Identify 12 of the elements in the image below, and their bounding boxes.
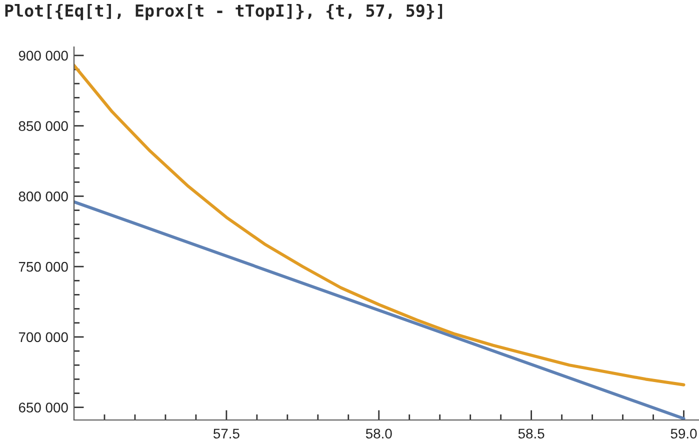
x-tick-label: 59.0 [670, 428, 697, 439]
x-tick-label: 58.0 [366, 428, 392, 439]
y-tick-label: 850 000 [18, 121, 68, 131]
y-tick-label: 750 000 [18, 262, 68, 272]
y-tick-label: 800 000 [18, 192, 68, 202]
line-series [74, 64, 686, 386]
x-tick-label: 57.5 [213, 428, 240, 439]
chart-title: Plot[{Eq[t], Eprox[t - tTopI]}, {t, 57, 59}] [5, 4, 442, 20]
y-tick-label: 700 000 [18, 332, 68, 342]
y-tick-label: 650 000 [18, 402, 68, 412]
y-tick-label: 900 000 [18, 50, 68, 61]
x-tick-label: 58.5 [518, 428, 544, 439]
